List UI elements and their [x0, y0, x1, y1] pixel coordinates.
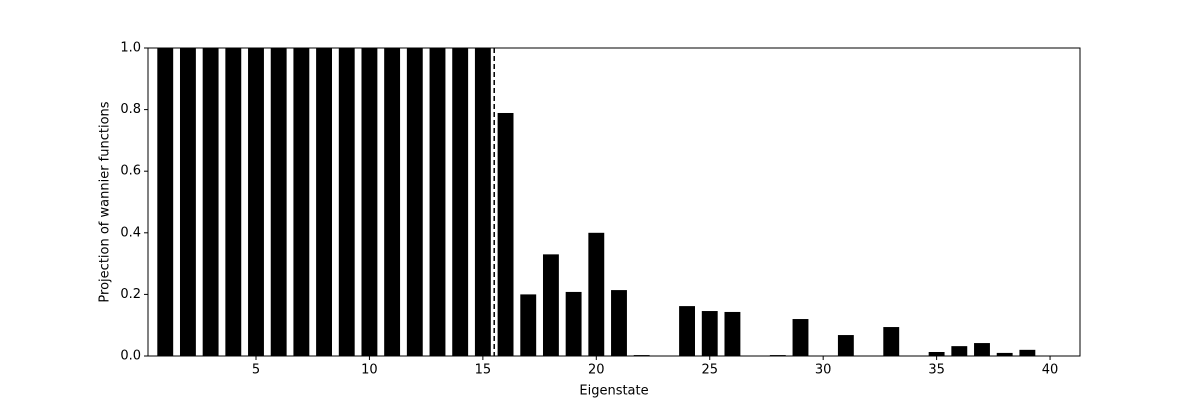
bar	[406, 48, 423, 356]
x-tick-label: 20	[588, 363, 605, 378]
bar	[474, 48, 491, 356]
bar	[565, 291, 582, 356]
x-tick-label: 25	[701, 363, 718, 378]
bar	[701, 311, 718, 356]
bar	[1019, 349, 1036, 356]
x-tick-label: 10	[361, 363, 378, 378]
bar	[837, 335, 854, 356]
bar	[293, 48, 310, 356]
bar	[497, 112, 514, 356]
bar	[316, 48, 332, 356]
bar	[679, 306, 695, 356]
bar	[520, 294, 537, 356]
y-tick-label: 0.2	[120, 287, 141, 302]
bar	[951, 346, 968, 356]
bar	[248, 48, 264, 356]
y-tick-label: 0.8	[120, 102, 141, 117]
x-tick-label: 5	[252, 363, 260, 378]
bar	[202, 48, 219, 356]
bar	[611, 290, 627, 356]
bar	[724, 311, 741, 356]
bar	[384, 48, 401, 356]
bar	[996, 352, 1013, 356]
bar	[338, 48, 355, 356]
y-tick-label: 0.6	[120, 164, 141, 179]
x-axis-label: Eigenstate	[579, 384, 648, 399]
bar	[270, 48, 287, 356]
bar	[588, 232, 605, 356]
bar	[179, 48, 196, 356]
bar	[452, 48, 469, 356]
bar	[542, 254, 559, 356]
bar	[974, 343, 990, 356]
bar	[928, 351, 945, 356]
plot-frame	[147, 47, 1081, 357]
y-axis-label: Projection of wannier functions	[98, 101, 113, 302]
bar	[157, 48, 174, 356]
bar	[883, 327, 900, 356]
y-tick-label: 0.0	[120, 349, 141, 364]
y-tick-label: 1.0	[120, 41, 141, 56]
x-tick-label: 15	[475, 363, 492, 378]
bar	[792, 319, 809, 356]
bar	[429, 48, 446, 356]
x-tick-label: 35	[928, 363, 945, 378]
bar	[225, 48, 242, 356]
x-tick-label: 40	[1042, 363, 1059, 378]
bar	[361, 48, 378, 356]
x-tick-label: 30	[815, 363, 832, 378]
y-tick-label: 0.4	[120, 225, 141, 240]
